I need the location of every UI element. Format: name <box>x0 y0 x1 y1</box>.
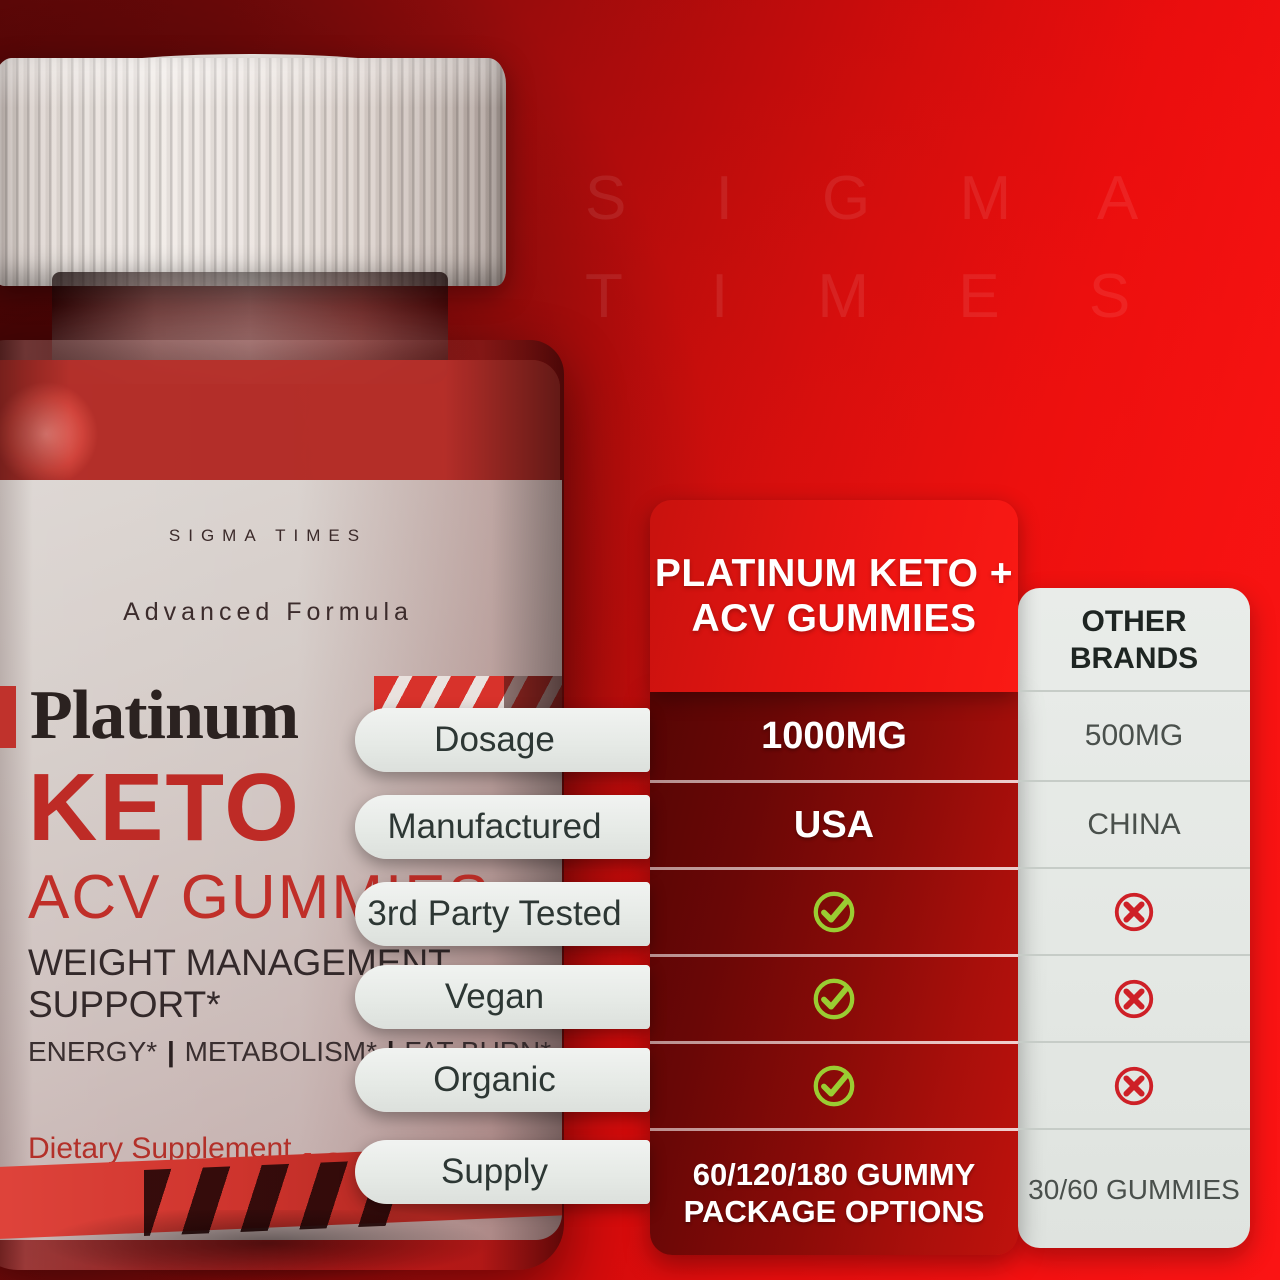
product-column <box>650 690 1018 1255</box>
row-label-dosage-text: Dosage <box>434 720 555 759</box>
row-separator-other-5 <box>1018 1128 1250 1130</box>
cell-product-vegan <box>650 957 1018 1041</box>
cell-product-dosage: 1000MG <box>761 714 907 757</box>
row-label-vegan[interactable]: Vegan <box>355 965 650 1029</box>
bottle-drop-shadow <box>0 1210 564 1280</box>
label-benefits: ENERGY* | METABOLISM* | FAT BURN* <box>28 1036 551 1068</box>
cell-other-vegan <box>1018 957 1250 1041</box>
row-label-3rd-party-tested-text: 3rd Party Tested <box>367 894 622 933</box>
check-circle-icon <box>813 891 855 933</box>
cell-product-supply: 60/120/180 GUMMY PACKAGE OPTIONS <box>683 1157 985 1229</box>
gummies-shading <box>0 360 560 490</box>
other-brands-column: OTHER BRANDS <box>1018 588 1250 1248</box>
row-label-supply-text: Supply <box>440 1152 549 1191</box>
row-label-supply[interactable]: Supply <box>355 1140 650 1204</box>
x-circle-icon <box>1114 1066 1154 1106</box>
row-label-organic-text: Organic <box>433 1060 556 1099</box>
watermark-line-1: S I G M A <box>585 164 1175 233</box>
x-circle-icon <box>1114 892 1154 932</box>
check-circle-icon <box>813 1065 855 1107</box>
label-formula-line: Advanced Formula <box>123 598 413 626</box>
cell-other-supply: 30/60 GUMMIES <box>1028 1173 1240 1205</box>
other-brands-header: OTHER BRANDS <box>1018 588 1250 692</box>
row-separator-other-0 <box>1018 690 1250 692</box>
row-separator-product-3 <box>650 954 1018 957</box>
row-label-manufactured-text: Manufactured <box>387 807 602 846</box>
cell-other-manufactured: CHINA <box>1087 808 1181 841</box>
cell-other-organic <box>1018 1044 1250 1128</box>
other-brands-header-label: OTHER BRANDS <box>1069 605 1199 675</box>
row-separator-other-2 <box>1018 867 1250 869</box>
row-separator-product-4 <box>650 1041 1018 1044</box>
watermark-line-2: T I M E S <box>585 262 1167 331</box>
row-label-vegan-text: Vegan <box>444 977 545 1016</box>
row-separator-other-4 <box>1018 1041 1250 1043</box>
gummies-inside <box>0 360 560 490</box>
brand-watermark: S I G M A T I M E S <box>585 150 1245 346</box>
cell-product-organic <box>650 1044 1018 1128</box>
label-wordmark: Platinum <box>30 677 299 754</box>
row-separator-product-1 <box>650 780 1018 783</box>
row-separator-product-2 <box>650 867 1018 870</box>
bottle-cap <box>0 58 506 286</box>
cell-other-3rd-party-tested <box>1018 870 1250 954</box>
row-label-organic[interactable]: Organic <box>355 1048 650 1112</box>
x-circle-icon <box>1114 979 1154 1019</box>
benefit-sep-1: | <box>166 1036 175 1067</box>
row-label-3rd-party-tested[interactable]: 3rd Party Tested <box>355 882 650 946</box>
cell-product-3rd-party-tested <box>650 870 1018 954</box>
label-accent-bar <box>0 686 16 748</box>
cell-other-dosage: 500MG <box>1084 719 1184 752</box>
benefit-energy: ENERGY* <box>28 1036 158 1067</box>
check-circle-icon <box>813 978 855 1020</box>
label-brand-name: SIGMA TIMES <box>168 526 368 545</box>
row-separator-other-3 <box>1018 954 1250 956</box>
product-column-header-label: PLATINUM KETO + ACV GUMMIES <box>654 552 1014 640</box>
bottle-label: SIGMA TIMES Advanced Formula Platinum KE… <box>0 480 562 1240</box>
row-separator-other-1 <box>1018 780 1250 782</box>
row-separator-product-5 <box>650 1128 1018 1131</box>
cell-product-manufactured: USA <box>793 803 875 846</box>
benefit-metabolism: METABOLISM* <box>184 1036 377 1067</box>
product-column-header: PLATINUM KETO + ACV GUMMIES <box>650 500 1018 692</box>
product-bottle-image: SIGMA TIMES Advanced Formula Platinum KE… <box>0 40 652 1280</box>
label-title-keto: KETO <box>28 754 301 861</box>
row-label-dosage[interactable]: Dosage <box>355 708 650 772</box>
row-label-manufactured[interactable]: Manufactured <box>355 795 650 859</box>
